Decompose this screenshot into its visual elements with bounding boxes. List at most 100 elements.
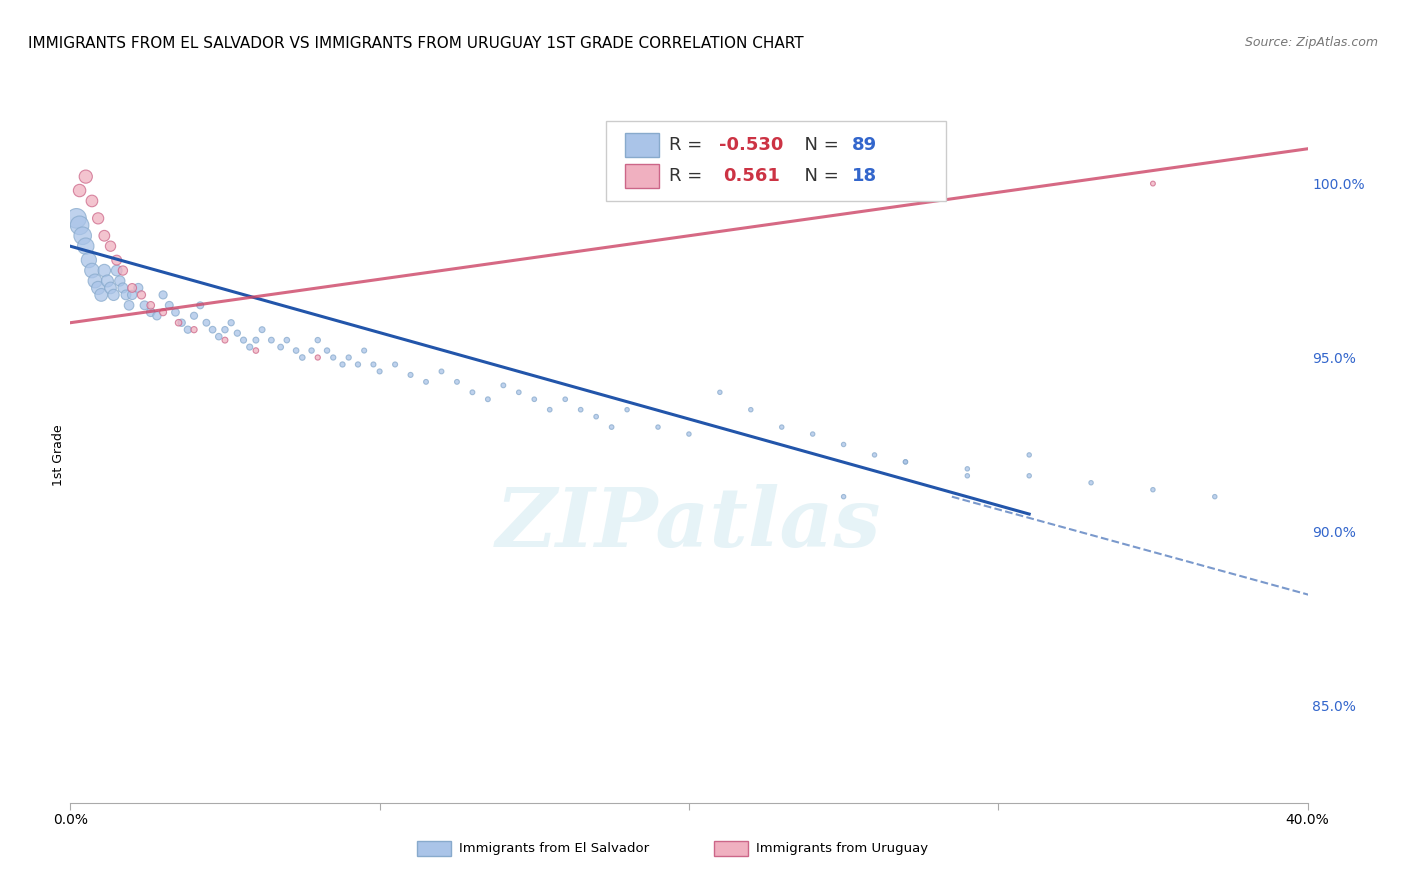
Point <box>239 340 262 354</box>
Point <box>146 309 169 323</box>
Point <box>832 437 855 451</box>
Point <box>461 385 484 400</box>
Text: N =: N = <box>793 167 845 185</box>
Point <box>152 288 174 302</box>
Point <box>226 326 249 341</box>
Text: IMMIGRANTS FROM EL SALVADOR VS IMMIGRANTS FROM URUGUAY 1ST GRADE CORRELATION CHA: IMMIGRANTS FROM EL SALVADOR VS IMMIGRANT… <box>28 36 804 51</box>
FancyBboxPatch shape <box>624 164 659 187</box>
Point <box>134 298 156 312</box>
Text: ZIPatlas: ZIPatlas <box>496 484 882 565</box>
Point <box>87 281 110 295</box>
Point <box>446 375 468 389</box>
Point <box>956 468 979 483</box>
Point <box>100 281 122 295</box>
Point <box>157 298 180 312</box>
Point <box>69 219 91 233</box>
Point <box>139 305 162 319</box>
Point <box>1018 448 1040 462</box>
Point <box>183 309 205 323</box>
Point <box>111 281 134 295</box>
Point <box>709 385 731 400</box>
Point <box>219 316 242 330</box>
Point <box>96 274 118 288</box>
Point <box>307 333 329 347</box>
Point <box>477 392 499 407</box>
Point <box>894 455 917 469</box>
Point <box>111 263 134 277</box>
Point <box>863 448 886 462</box>
Point <box>322 351 344 365</box>
Point <box>956 462 979 476</box>
Text: Immigrants from Uruguay: Immigrants from Uruguay <box>756 842 928 855</box>
Point <box>260 333 283 347</box>
FancyBboxPatch shape <box>624 134 659 157</box>
Point <box>80 263 103 277</box>
Point <box>93 228 115 243</box>
Point <box>108 274 131 288</box>
FancyBboxPatch shape <box>714 841 748 856</box>
Point <box>332 358 354 372</box>
Point <box>80 194 103 208</box>
Point <box>430 364 453 378</box>
Point <box>118 298 141 312</box>
Point <box>72 228 94 243</box>
Text: R =: R = <box>669 167 714 185</box>
Point <box>616 402 638 417</box>
Point <box>139 298 162 312</box>
FancyBboxPatch shape <box>416 841 451 856</box>
Point <box>201 323 224 337</box>
Point <box>105 263 128 277</box>
Point <box>270 340 292 354</box>
Point <box>600 420 623 434</box>
Point <box>214 333 236 347</box>
Text: 18: 18 <box>852 167 877 185</box>
Point <box>569 402 592 417</box>
Text: 0.561: 0.561 <box>724 167 780 185</box>
Point <box>276 333 298 347</box>
Y-axis label: 1st Grade: 1st Grade <box>52 424 65 486</box>
Point <box>740 402 762 417</box>
Point <box>183 323 205 337</box>
Point <box>69 184 91 198</box>
Point <box>195 316 218 330</box>
Text: 40.0%: 40.0% <box>1285 814 1330 827</box>
Point <box>678 427 700 442</box>
Point <box>177 323 200 337</box>
FancyBboxPatch shape <box>606 121 946 201</box>
Point <box>93 263 115 277</box>
Text: 89: 89 <box>852 136 877 154</box>
Point <box>65 211 87 226</box>
Point <box>214 323 236 337</box>
Text: -0.530: -0.530 <box>718 136 783 154</box>
Point <box>492 378 515 392</box>
Point <box>77 253 100 268</box>
Point <box>291 351 314 365</box>
Point <box>415 375 437 389</box>
Point <box>523 392 546 407</box>
Point <box>75 239 97 253</box>
Point <box>307 351 329 365</box>
Point <box>208 329 231 343</box>
Point <box>84 274 107 288</box>
Point <box>250 323 273 337</box>
Point <box>167 316 190 330</box>
Point <box>832 490 855 504</box>
Point <box>245 333 267 347</box>
Point <box>165 305 187 319</box>
Point <box>585 409 607 424</box>
Point <box>1018 468 1040 483</box>
Point <box>170 316 193 330</box>
Point <box>384 358 406 372</box>
Text: Source: ZipAtlas.com: Source: ZipAtlas.com <box>1244 36 1378 49</box>
Point <box>538 402 561 417</box>
Point <box>285 343 308 358</box>
Point <box>363 358 385 372</box>
Point <box>188 298 211 312</box>
Point <box>894 455 917 469</box>
Point <box>347 358 370 372</box>
Point <box>131 288 153 302</box>
Point <box>301 343 323 358</box>
Point <box>245 343 267 358</box>
Text: 0.0%: 0.0% <box>53 814 87 827</box>
Point <box>103 288 125 302</box>
